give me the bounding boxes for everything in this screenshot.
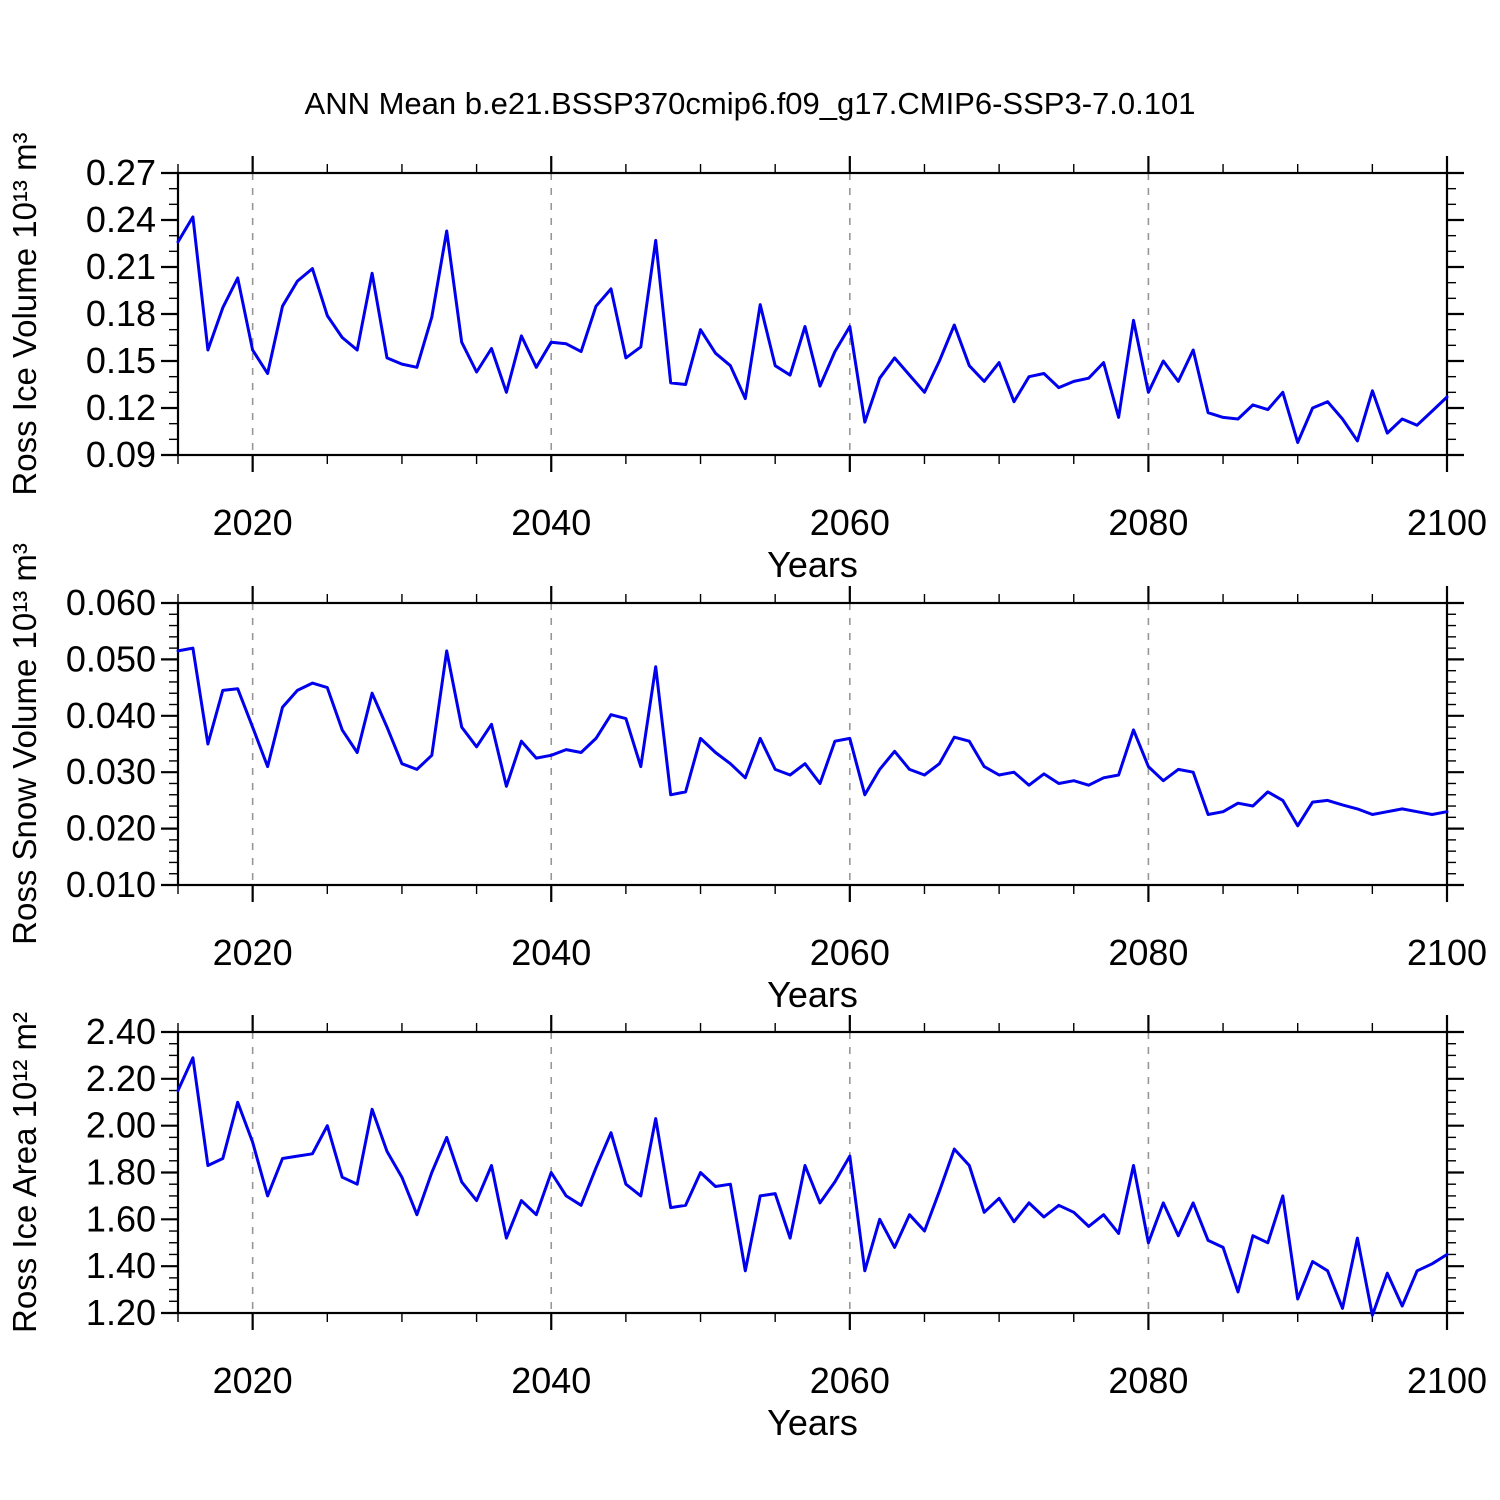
x-tick-label: 2080	[1108, 1360, 1188, 1401]
y-axis-title: Ross Snow Volume 10¹³ m³	[6, 543, 43, 945]
x-tick-label: 2080	[1108, 502, 1188, 543]
x-tick-label: 2060	[810, 502, 890, 543]
y-tick-label: 0.050	[66, 638, 156, 679]
x-tick-label: 2100	[1407, 932, 1487, 973]
x-tick-label: 2060	[810, 932, 890, 973]
chart-3: 2020 2040 2060 2080 2100 Years 1.20 1.40 1.60 1.8…	[6, 1011, 1487, 1443]
y-tick-label: 0.020	[66, 808, 156, 849]
data-line	[176, 646, 1449, 828]
x-axis-title: Years	[767, 974, 858, 1015]
y-tick-label: 0.040	[66, 695, 156, 736]
y-tick-label: 0.21	[86, 246, 156, 287]
x-tick-label: 2100	[1407, 1360, 1487, 1401]
x-tick-label: 2080	[1108, 932, 1188, 973]
y-tick-label: 2.00	[86, 1105, 156, 1146]
data-line	[176, 1056, 1449, 1317]
y-tick-label: 2.20	[86, 1058, 156, 1099]
y-tick-label: 0.15	[86, 340, 156, 381]
y-tick-label: 2.40	[86, 1011, 156, 1052]
plot-frame	[176, 1030, 1449, 1315]
y-tick-label: 0.12	[86, 387, 156, 428]
x-tick-label: 2020	[213, 932, 293, 973]
y-tick-label: 0.27	[86, 152, 156, 193]
y-tick-label: 1.80	[86, 1152, 156, 1193]
plot-frame	[176, 171, 1449, 457]
y-tick-label: 0.060	[66, 582, 156, 623]
y-tick-label: 0.24	[86, 199, 156, 240]
y-tick-label: 1.20	[86, 1292, 156, 1333]
y-tick-label: 1.40	[86, 1245, 156, 1286]
x-tick-label: 2020	[213, 1360, 293, 1401]
chart-1: 2020 2040 2060 2080 2100 Years 0.09 0.12 0.15 0.1…	[6, 132, 1487, 585]
y-tick-label: 0.09	[86, 434, 156, 475]
y-axis-title: Ross Ice Area 10¹² m²	[6, 1012, 43, 1333]
x-tick-label: 2040	[511, 932, 591, 973]
y-axis-title: Ross Ice Volume 10¹³ m³	[6, 132, 43, 495]
plot-frame	[176, 601, 1449, 887]
x-tick-label: 2100	[1407, 502, 1487, 543]
x-axis-title: Years	[767, 1402, 858, 1443]
x-tick-label: 2020	[213, 502, 293, 543]
y-tick-label: 0.010	[66, 864, 156, 905]
chart-2: 2020 2040 2060 2080 2100 Years 0.010 0.020 0.030…	[6, 543, 1487, 1015]
x-tick-label: 2060	[810, 1360, 890, 1401]
x-axis-title: Years	[767, 544, 858, 585]
x-tick-label: 2040	[511, 1360, 591, 1401]
y-tick-label: 0.030	[66, 751, 156, 792]
y-tick-label: 1.60	[86, 1198, 156, 1239]
data-line	[176, 215, 1449, 444]
y-tick-label: 0.18	[86, 293, 156, 334]
x-tick-label: 2040	[511, 502, 591, 543]
figure-title: ANN Mean b.e21.BSSP370cmip6.f09_g17.CMIP…	[304, 86, 1196, 121]
